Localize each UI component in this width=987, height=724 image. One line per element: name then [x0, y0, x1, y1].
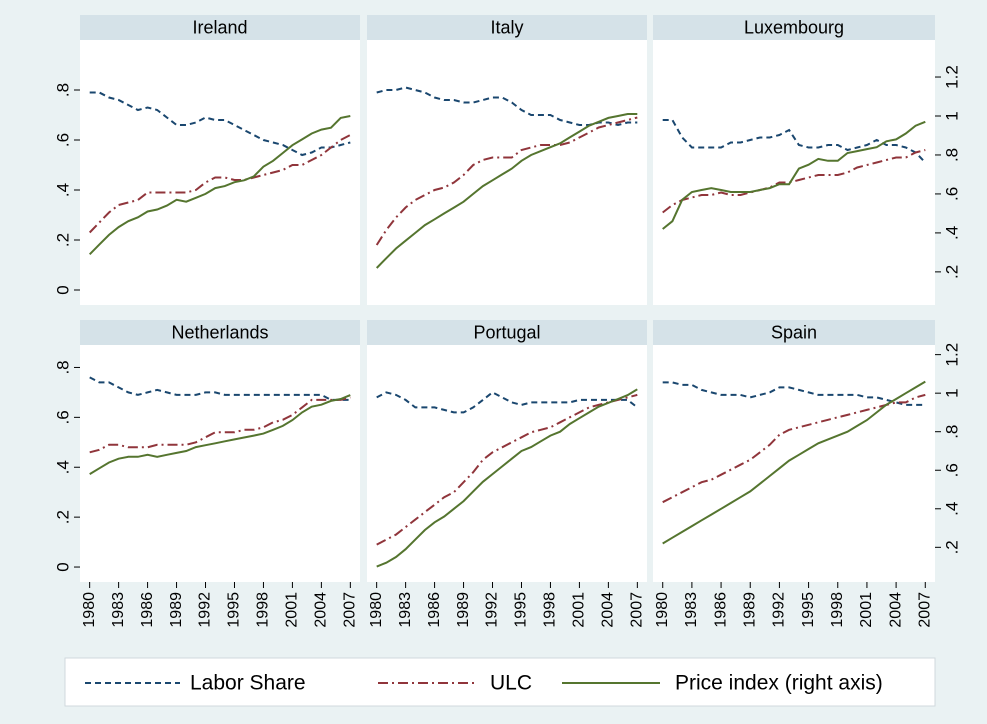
x-tick-label: 1989	[455, 592, 472, 628]
panel-header	[367, 15, 647, 40]
y-tick-label: .4	[53, 183, 72, 197]
x-tick-label: 1980	[368, 592, 385, 628]
series-line	[376, 388, 638, 568]
legend-label: Labor Share	[190, 672, 306, 695]
x-tick-label: 2004	[313, 592, 330, 628]
x-tick-label: 1980	[654, 592, 671, 628]
x-tick-label: 1992	[484, 592, 501, 628]
y2-tick-label: 1.2	[942, 343, 961, 367]
x-tick-label: 2007	[342, 592, 359, 628]
panel-header	[80, 320, 360, 345]
y2-tick-label: .4	[942, 226, 961, 240]
plot-area	[80, 345, 360, 582]
x-tick-label: 2004	[887, 592, 904, 628]
series-line	[88, 134, 351, 234]
x-tick-label: 1986	[712, 592, 729, 628]
legend-label: ULC	[490, 672, 532, 695]
series-line	[662, 149, 926, 214]
y2-tick-label: .6	[942, 463, 961, 477]
y2-tick-label: .6	[942, 187, 961, 201]
y-tick-label: .6	[53, 410, 72, 424]
x-tick-label: 1998	[829, 592, 846, 628]
y-tick-label: .2	[53, 510, 72, 524]
series-line	[89, 91, 351, 157]
series-line	[376, 86, 638, 127]
panel-header	[653, 15, 935, 40]
panel-title: Luxembourg	[744, 17, 844, 37]
x-tick-label: 2001	[284, 592, 301, 628]
x-tick-label: 1992	[771, 592, 788, 628]
panel-title: Italy	[490, 17, 523, 37]
panel-title: Portugal	[473, 322, 540, 342]
series-line	[89, 394, 351, 475]
y-tick-label: 0	[53, 562, 72, 571]
y2-tick-label: .2	[942, 265, 961, 279]
x-tick-label: 1983	[683, 592, 700, 628]
y-tick-label: .2	[53, 233, 72, 247]
y-tick-label: 0	[53, 285, 72, 294]
x-tick-label: 1986	[426, 592, 443, 628]
x-tick-label: 2001	[571, 592, 588, 628]
x-tick-label: 1995	[800, 592, 817, 628]
panel-header	[653, 320, 935, 345]
y2-tick-label: .8	[942, 425, 961, 439]
series-line	[375, 113, 638, 269]
legend-label: Price index (right axis)	[675, 672, 883, 695]
plot-area	[653, 345, 935, 582]
y2-tick-label: .2	[942, 540, 961, 554]
series-line	[662, 120, 926, 230]
series-line	[375, 116, 638, 246]
x-tick-label: 1998	[542, 592, 559, 628]
y2-tick-label: .8	[942, 148, 961, 162]
series-line	[89, 376, 351, 401]
panel-header	[80, 15, 360, 40]
plot-area	[653, 40, 935, 305]
legend-box	[64, 657, 936, 707]
series-line	[88, 115, 351, 256]
y2-tick-label: 1	[942, 111, 961, 120]
series-line	[662, 119, 927, 164]
x-tick-label: 1995	[226, 592, 243, 628]
series-line	[376, 391, 638, 414]
x-tick-label: 1983	[110, 592, 127, 628]
x-tick-label: 1986	[139, 592, 156, 628]
x-tick-label: 1989	[168, 592, 185, 628]
y2-tick-label: 1	[942, 388, 961, 397]
series-line	[662, 393, 926, 504]
plot-area	[80, 40, 360, 305]
x-tick-label: 2001	[858, 592, 875, 628]
series-line	[89, 396, 351, 454]
x-tick-label: 1983	[397, 592, 414, 628]
y2-tick-label: 1.2	[942, 65, 961, 89]
y-tick-label: .6	[53, 133, 72, 147]
x-tick-label: 1992	[197, 592, 214, 628]
x-tick-label: 2007	[629, 592, 646, 628]
x-tick-label: 1998	[255, 592, 272, 628]
x-tick-label: 1989	[741, 592, 758, 628]
series-line	[376, 393, 638, 546]
y-tick-label: .8	[53, 83, 72, 97]
panel-title: Netherlands	[171, 322, 268, 342]
x-tick-label: 2007	[916, 592, 933, 628]
y-tick-label: .8	[53, 360, 72, 374]
panel-header	[367, 320, 647, 345]
x-tick-label: 2004	[600, 592, 617, 628]
x-tick-label: 1980	[81, 592, 98, 628]
x-tick-label: 1995	[513, 592, 530, 628]
series-line	[662, 381, 926, 406]
series-line	[662, 380, 926, 545]
panel-title: Ireland	[192, 17, 247, 37]
panel-title: Spain	[771, 322, 817, 342]
y-tick-label: .4	[53, 460, 72, 474]
y2-tick-label: .4	[942, 502, 961, 516]
